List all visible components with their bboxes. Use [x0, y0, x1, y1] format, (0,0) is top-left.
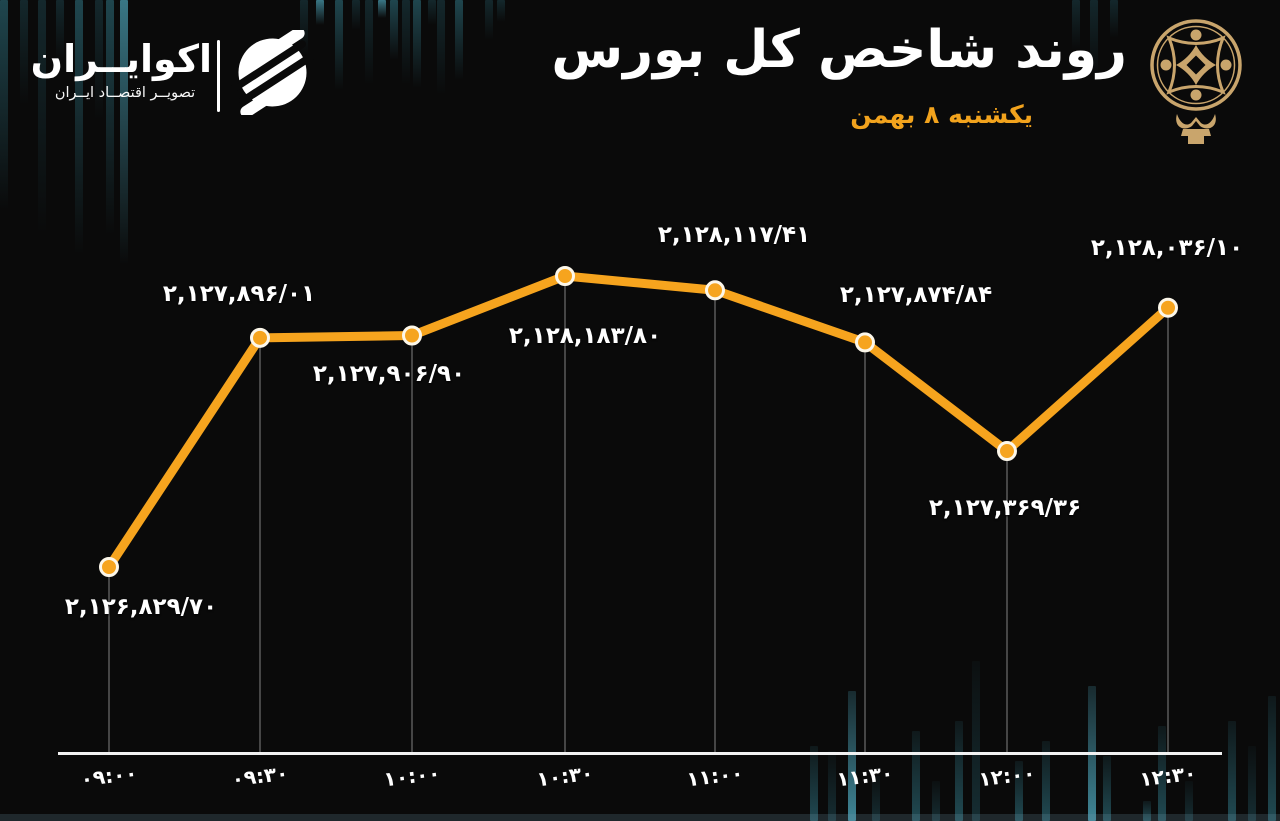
background-bar	[1143, 801, 1151, 821]
background-bar	[75, 0, 83, 255]
value-label: ۲,۱۲۷,۹۰۶/۹۰	[312, 360, 466, 387]
data-point	[402, 325, 422, 346]
value-label: ۲,۱۲۷,۸۹۶/۰۱	[162, 280, 316, 307]
value-label: ۲,۱۲۸,۰۳۶/۱۰	[1090, 234, 1244, 261]
background-bar	[1185, 781, 1193, 821]
background-bar	[1103, 756, 1111, 821]
page-date: یکشنبه ۸ بهمن	[850, 100, 1033, 129]
data-point	[997, 441, 1017, 462]
background-bar	[1090, 0, 1098, 75]
background-bar	[1072, 0, 1080, 50]
data-point	[855, 332, 875, 353]
data-point	[555, 266, 575, 286]
background-bar	[932, 781, 940, 821]
background-bar	[810, 746, 818, 821]
value-label: ۲,۱۲۶,۸۲۹/۷۰	[64, 594, 218, 620]
background-bar	[106, 0, 114, 235]
background-bar	[390, 0, 398, 60]
brand-tagline: تصویــر اقتصــاد ایــران	[54, 84, 196, 101]
brand-name: اکوایــران	[30, 37, 212, 81]
data-point	[250, 327, 270, 348]
background-bar	[972, 661, 980, 821]
background-bar	[0, 0, 8, 210]
page-title: روند شاخص کل بورس	[551, 20, 1127, 80]
brand-divider	[217, 40, 220, 112]
background-bar	[1228, 721, 1236, 821]
brand-block: اکوایــران تصویــر اقتصــاد ایــران	[30, 37, 212, 101]
data-point	[705, 280, 725, 301]
background-bar	[352, 0, 360, 30]
background-bar	[912, 731, 920, 821]
background-bar	[120, 0, 128, 265]
background-bar	[95, 0, 103, 120]
background-bar	[335, 0, 343, 90]
index-trend-line	[104, 271, 1173, 572]
background-bar	[1248, 746, 1256, 821]
background-bar	[428, 0, 436, 25]
background-bar	[828, 751, 836, 821]
background-bar	[1158, 726, 1166, 821]
background-bar	[300, 0, 308, 55]
background-bar	[365, 0, 373, 85]
bottom-accent-strip	[0, 814, 1280, 821]
background-bar	[1015, 761, 1023, 821]
value-label: ۲,۱۲۷,۳۶۹/۳۶	[928, 495, 1082, 522]
value-label: ۲,۱۲۸,۱۸۳/۸۰	[508, 323, 662, 349]
background-bar	[413, 0, 421, 88]
background-bar	[38, 0, 46, 235]
background-bar	[437, 0, 445, 95]
background-bar	[1042, 741, 1050, 821]
data-point	[99, 557, 119, 577]
background-bar	[378, 0, 386, 18]
background-bar	[56, 0, 64, 60]
background-bar	[955, 721, 963, 821]
stock-exchange-emblem-icon	[1150, 19, 1242, 144]
value-label: ۲,۱۲۷,۸۷۴/۸۴	[839, 282, 993, 309]
background-bar	[872, 776, 880, 821]
background-bar	[455, 0, 463, 80]
data-point	[1158, 297, 1178, 318]
background-bar	[1110, 0, 1118, 38]
background-bar	[1268, 696, 1276, 821]
background-bar	[20, 0, 28, 105]
x-axis-line	[58, 752, 1222, 755]
background-bar	[485, 0, 493, 40]
background-bar	[848, 691, 856, 821]
background-bar	[402, 0, 410, 85]
ecoiran-logo-icon	[230, 30, 315, 115]
background-bar	[316, 0, 324, 25]
background-bar	[497, 0, 505, 22]
value-label: ۲,۱۲۸,۱۱۷/۴۱	[657, 222, 811, 249]
